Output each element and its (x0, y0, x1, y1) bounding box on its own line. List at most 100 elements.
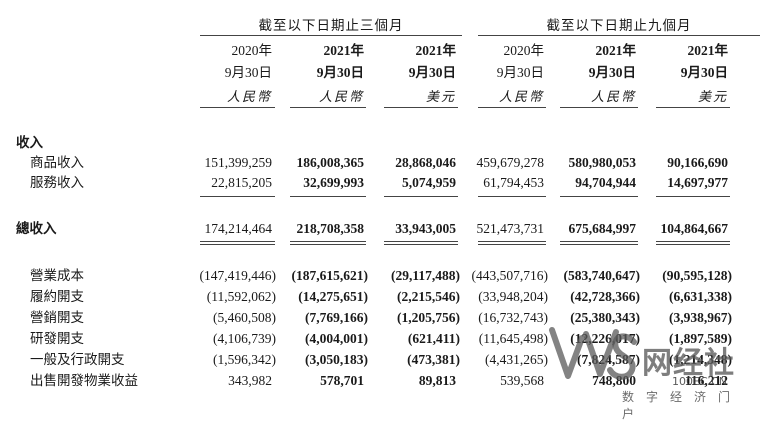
total-double-rule (560, 241, 638, 245)
cell-9m-2020: (33,948,204) (478, 289, 548, 304)
column-date: 9月30日 (496, 65, 544, 80)
cell-3m-2020: (5,460,508) (213, 310, 276, 325)
row-label: 出售開發物業收益 (30, 373, 138, 389)
cell-9m-2021-usd: (3,938,967) (669, 310, 732, 325)
column-header-rule (290, 107, 366, 108)
row-label: 履約開支 (30, 289, 84, 305)
cell-3m-2021-usd: (1,205,756) (397, 310, 460, 325)
table-row: 一般及行政開支 (1,596,342) (3,050,183) (473,381… (0, 350, 764, 370)
cell-3m-2020: (4,106,739) (213, 331, 276, 346)
table-row: 出售開發物業收益 343,982 578,701 89,813 539,568 … (0, 371, 764, 391)
cell-9m-2021-rmb: (7,824,587) (577, 352, 640, 367)
row-label: 一般及行政開支 (30, 352, 125, 368)
column-header-rule (384, 107, 458, 108)
cell-9m-2021-usd: (90,595,128) (662, 268, 732, 283)
cell-3m-2021-rmb: (187,615,621) (291, 268, 369, 283)
nine-month-period-header: 截至以下日期止九個月 (546, 18, 692, 34)
cell-9m-2021-usd: (1,897,589) (669, 331, 732, 346)
column-currency: 人民幣 (226, 90, 272, 105)
cell-3m-2021-rmb: (3,050,183) (305, 352, 368, 367)
cell-9m-2020: 459,679,278 (476, 155, 545, 170)
column-header-4: 2020年 9月30日 人民幣 (462, 40, 544, 109)
cell-3m-2021-usd: (473,381) (407, 352, 460, 367)
row-label: 營銷開支 (30, 310, 84, 326)
column-currency: 美元 (425, 90, 456, 105)
table-row: 營銷開支 (5,460,508) (7,769,166) (1,205,756)… (0, 308, 764, 328)
cell-9m-2020: 539,568 (500, 373, 544, 388)
cell-9m-2021-rmb: 94,704,944 (575, 175, 636, 190)
cell-3m-2021-rmb: (4,004,001) (305, 331, 368, 346)
cell-9m-2021-usd: 90,166,690 (667, 155, 728, 170)
subtotal-rule (200, 196, 275, 197)
cell-3m-2020: (11,592,062) (206, 289, 276, 304)
column-date: 9月30日 (224, 65, 272, 80)
cell-3m-2020: 151,399,259 (204, 155, 273, 170)
cell-3m-2021-usd: (2,215,546) (397, 289, 460, 304)
three-month-header-rule (200, 35, 462, 36)
column-header-rule (478, 107, 546, 108)
column-header-3: 2021年 9月30日 美元 (374, 40, 456, 109)
cell-9m-2021-rmb: 580,980,053 (568, 155, 637, 170)
row-label: 收入 (16, 135, 43, 151)
column-currency: 美元 (697, 90, 728, 105)
cell-9m-2021-rmb: 675,684,997 (568, 221, 637, 236)
column-currency: 人民幣 (318, 90, 364, 105)
column-year: 2021年 (687, 43, 729, 58)
column-year: 2021年 (595, 43, 637, 58)
revenue-heading-row: 收入 (0, 133, 764, 153)
column-year: 2020年 (503, 43, 545, 58)
cell-9m-2020: (443,507,716) (471, 268, 549, 283)
column-header-2: 2021年 9月30日 人民幣 (282, 40, 364, 109)
cell-3m-2020: (147,419,446) (199, 268, 277, 283)
cell-3m-2021-rmb: 578,701 (320, 373, 364, 388)
cell-9m-2021-usd: 104,864,667 (660, 221, 729, 236)
column-header-rule (560, 107, 638, 108)
row-label: 服務收入 (30, 175, 84, 191)
cell-3m-2020: 174,214,464 (204, 221, 273, 236)
cell-9m-2020: (4,431,265) (485, 352, 548, 367)
cell-9m-2021-rmb: (583,740,647) (563, 268, 641, 283)
total-revenue-row: 總收入 174,214,464 218,708,358 33,943,005 5… (0, 219, 764, 239)
subtotal-rule (478, 196, 546, 197)
cell-3m-2021-rmb: (7,769,166) (305, 310, 368, 325)
cell-9m-2021-usd: (1,214,348) (669, 352, 732, 367)
cell-3m-2021-rmb: 186,008,365 (296, 155, 365, 170)
cell-3m-2020: (1,596,342) (213, 352, 276, 367)
column-date: 9月30日 (588, 65, 636, 80)
column-year: 2021年 (323, 43, 365, 58)
cell-3m-2021-rmb: 32,699,993 (303, 175, 364, 190)
total-double-rule (200, 241, 275, 245)
column-date: 9月30日 (316, 65, 364, 80)
watermark-tagline: 数字经济门户 (622, 390, 743, 421)
cell-3m-2021-usd: (621,411) (407, 331, 460, 346)
row-label: 總收入 (16, 221, 57, 237)
subtotal-rule (560, 196, 638, 197)
column-currency: 人民幣 (590, 90, 636, 105)
table-row: 營業成本 (147,419,446) (187,615,621) (29,117… (0, 266, 764, 286)
column-date: 9月30日 (408, 65, 456, 80)
total-double-rule (384, 241, 458, 245)
cell-3m-2021-usd: 28,868,046 (395, 155, 456, 170)
row-label: 商品收入 (30, 155, 84, 171)
table-row: 研發開支 (4,106,739) (4,004,001) (621,411) (… (0, 329, 764, 349)
total-double-rule (290, 241, 366, 245)
nine-month-header-rule (478, 35, 760, 36)
income-statement-document: 截至以下日期止三個月 截至以下日期止九個月 2020年 9月30日 人民幣 20… (0, 18, 764, 421)
table-row: 履約開支 (11,592,062) (14,275,651) (2,215,54… (0, 287, 764, 307)
subtotal-rule (384, 196, 458, 197)
cell-9m-2021-usd: 116,212 (684, 373, 728, 388)
column-year: 2021年 (415, 43, 457, 58)
row-label: 研發開支 (30, 331, 84, 347)
column-header-rule (200, 107, 275, 108)
cell-3m-2021-usd: 89,813 (418, 373, 456, 388)
cell-9m-2020: (11,645,498) (478, 331, 548, 346)
cell-3m-2021-rmb: (14,275,651) (298, 289, 368, 304)
cell-3m-2020: 22,815,205 (211, 175, 272, 190)
cell-3m-2021-rmb: 218,708,358 (296, 221, 365, 236)
table-row: 商品收入 151,399,259 186,008,365 28,868,046 … (0, 153, 764, 173)
table-row: 服務收入 22,815,205 32,699,993 5,074,959 61,… (0, 173, 764, 193)
cell-9m-2021-rmb: 748,800 (592, 373, 636, 388)
total-double-rule (656, 241, 730, 245)
column-header-rule (656, 107, 730, 108)
cell-9m-2021-usd: 14,697,977 (667, 175, 728, 190)
